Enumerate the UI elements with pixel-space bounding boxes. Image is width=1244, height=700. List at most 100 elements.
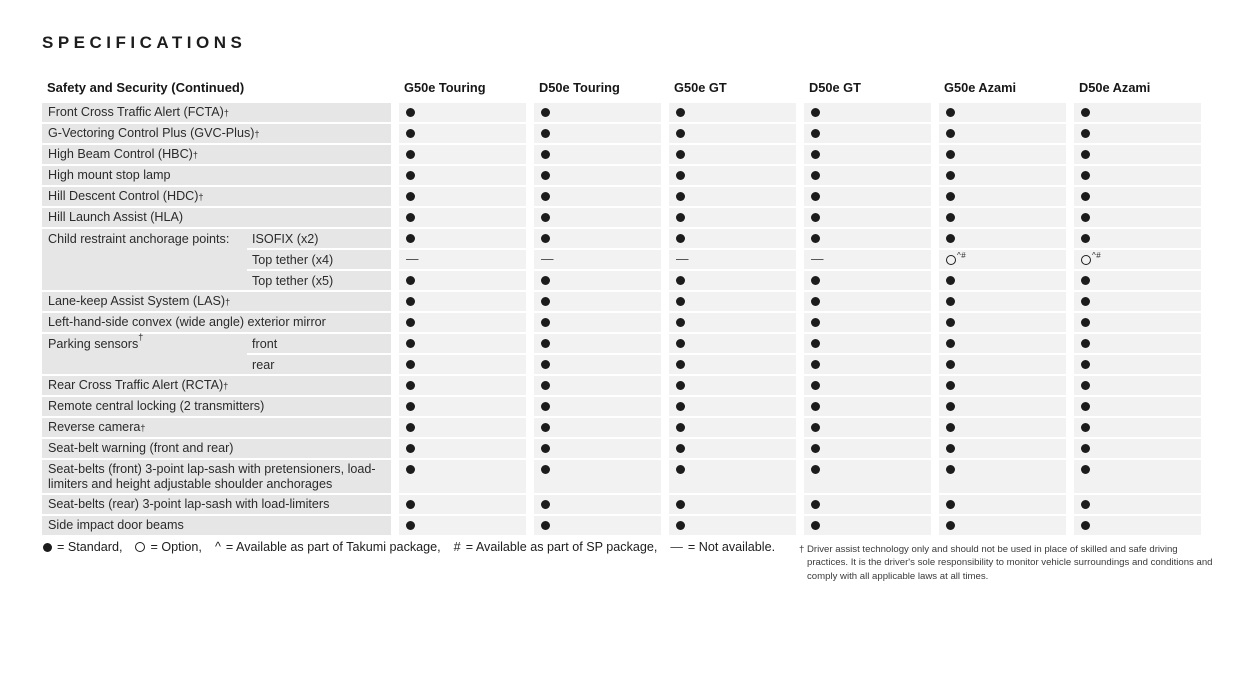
standard-dot-icon — [1081, 234, 1090, 243]
spec-cell — [939, 495, 1066, 514]
spec-cell — [804, 229, 931, 248]
spec-cell — [1074, 439, 1201, 458]
spec-cell — [669, 208, 796, 227]
spec-cell — [1074, 271, 1201, 290]
legend-text: = Standard, — [57, 540, 123, 554]
standard-dot-icon — [946, 500, 955, 509]
spec-row-label: Remote central locking (2 transmitters) — [42, 397, 391, 416]
standard-dot-icon — [1081, 192, 1090, 201]
standard-dot-icon — [946, 213, 955, 222]
standard-dot-icon — [676, 381, 685, 390]
spec-cell — [1074, 229, 1201, 248]
data-column: — — [669, 103, 796, 537]
standard-dot-icon — [676, 423, 685, 432]
data-column: — — [534, 103, 661, 537]
spec-cell — [399, 292, 526, 311]
spec-sublabel: rear — [247, 355, 391, 374]
spec-row-label: Lane-keep Assist System (LAS) † — [42, 292, 391, 311]
spec-cell — [669, 439, 796, 458]
standard-dot-icon — [406, 423, 415, 432]
standard-dot-icon — [811, 339, 820, 348]
standard-dot-icon — [811, 192, 820, 201]
standard-dot-icon — [1081, 360, 1090, 369]
standard-dot-icon — [811, 171, 820, 180]
spec-cell — [939, 292, 1066, 311]
column-header: G50e Touring — [404, 80, 486, 95]
standard-dot-icon — [946, 423, 955, 432]
spec-row-label: High mount stop lamp — [42, 166, 391, 185]
legend-symbol: # — [454, 540, 461, 554]
standard-dot-icon — [406, 276, 415, 285]
spec-cell — [939, 124, 1066, 143]
spec-cell — [534, 145, 661, 164]
standard-dot-icon — [406, 318, 415, 327]
spec-row-group: Child restraint anchorage points: ISOFIX … — [42, 229, 391, 292]
section-header: Safety and Security (Continued) — [47, 80, 245, 95]
standard-dot-icon — [811, 360, 820, 369]
spec-row-label: G-Vectoring Control Plus (GVC-Plus) † — [42, 124, 391, 143]
standard-dot-icon — [946, 276, 955, 285]
spec-cell — [399, 103, 526, 122]
standard-dot-icon — [541, 465, 550, 474]
spec-cell — [399, 334, 526, 353]
spec-cell — [1074, 418, 1201, 437]
standard-dot-icon — [406, 381, 415, 390]
legend-item: = Standard, — [43, 540, 122, 554]
standard-dot-icon — [946, 108, 955, 117]
package-superscript: ^# — [1092, 251, 1102, 260]
spec-cell: ^# — [1074, 250, 1201, 269]
spec-cell: — — [669, 250, 796, 269]
spec-cell — [534, 166, 661, 185]
spec-cell — [939, 418, 1066, 437]
standard-dot-icon — [406, 465, 415, 474]
standard-dot-icon — [811, 108, 820, 117]
column-header: D50e Azami — [1079, 80, 1151, 95]
spec-cell — [1074, 292, 1201, 311]
standard-dot-icon — [676, 171, 685, 180]
standard-dot-icon — [1081, 444, 1090, 453]
spec-cell — [669, 418, 796, 437]
spec-row-label: Front Cross Traffic Alert (FCTA) † — [42, 103, 391, 122]
spec-cell — [399, 376, 526, 395]
standard-dot-icon — [1081, 150, 1090, 159]
package-superscript: ^# — [957, 251, 967, 260]
standard-dot-icon — [43, 542, 52, 552]
standard-dot-icon — [406, 150, 415, 159]
standard-dot-icon — [811, 297, 820, 306]
standard-dot-icon — [541, 108, 550, 117]
standard-dot-icon — [676, 192, 685, 201]
spec-cell — [534, 418, 661, 437]
spec-cell — [939, 439, 1066, 458]
spec-cell — [1074, 187, 1201, 206]
spec-cell — [534, 313, 661, 332]
spec-row-label: Reverse camera † — [42, 418, 391, 437]
spec-cell — [804, 334, 931, 353]
spec-cell — [534, 271, 661, 290]
spec-cell — [804, 495, 931, 514]
standard-dot-icon — [406, 402, 415, 411]
column-header: G50e Azami — [944, 80, 1017, 95]
spec-cell — [399, 355, 526, 374]
standard-dot-icon — [1081, 465, 1090, 474]
standard-dot-icon — [676, 465, 685, 474]
data-columns: — — — — ^# ^# — [399, 103, 1201, 537]
spec-cell — [534, 376, 661, 395]
spec-cell — [399, 187, 526, 206]
spec-cell — [669, 292, 796, 311]
standard-dot-icon — [811, 521, 820, 530]
legend-text: = Available as part of Takumi package, — [225, 540, 441, 554]
standard-dot-icon — [676, 360, 685, 369]
standard-dot-icon — [541, 521, 550, 530]
table-body: Front Cross Traffic Alert (FCTA) † G-Vecto… — [42, 103, 1202, 537]
column-header: G50e GT — [674, 80, 727, 95]
standard-dot-icon — [541, 192, 550, 201]
spec-cell — [804, 145, 931, 164]
legend-item: = Option, — [135, 540, 202, 554]
standard-dot-icon — [946, 192, 955, 201]
standard-dot-icon — [946, 381, 955, 390]
data-column: ^# — [939, 103, 1066, 537]
spec-cell: — — [534, 250, 661, 269]
standard-dot-icon — [811, 465, 820, 474]
spec-cell — [669, 516, 796, 535]
spec-row-group: Parking sensors † front rear — [42, 333, 391, 376]
